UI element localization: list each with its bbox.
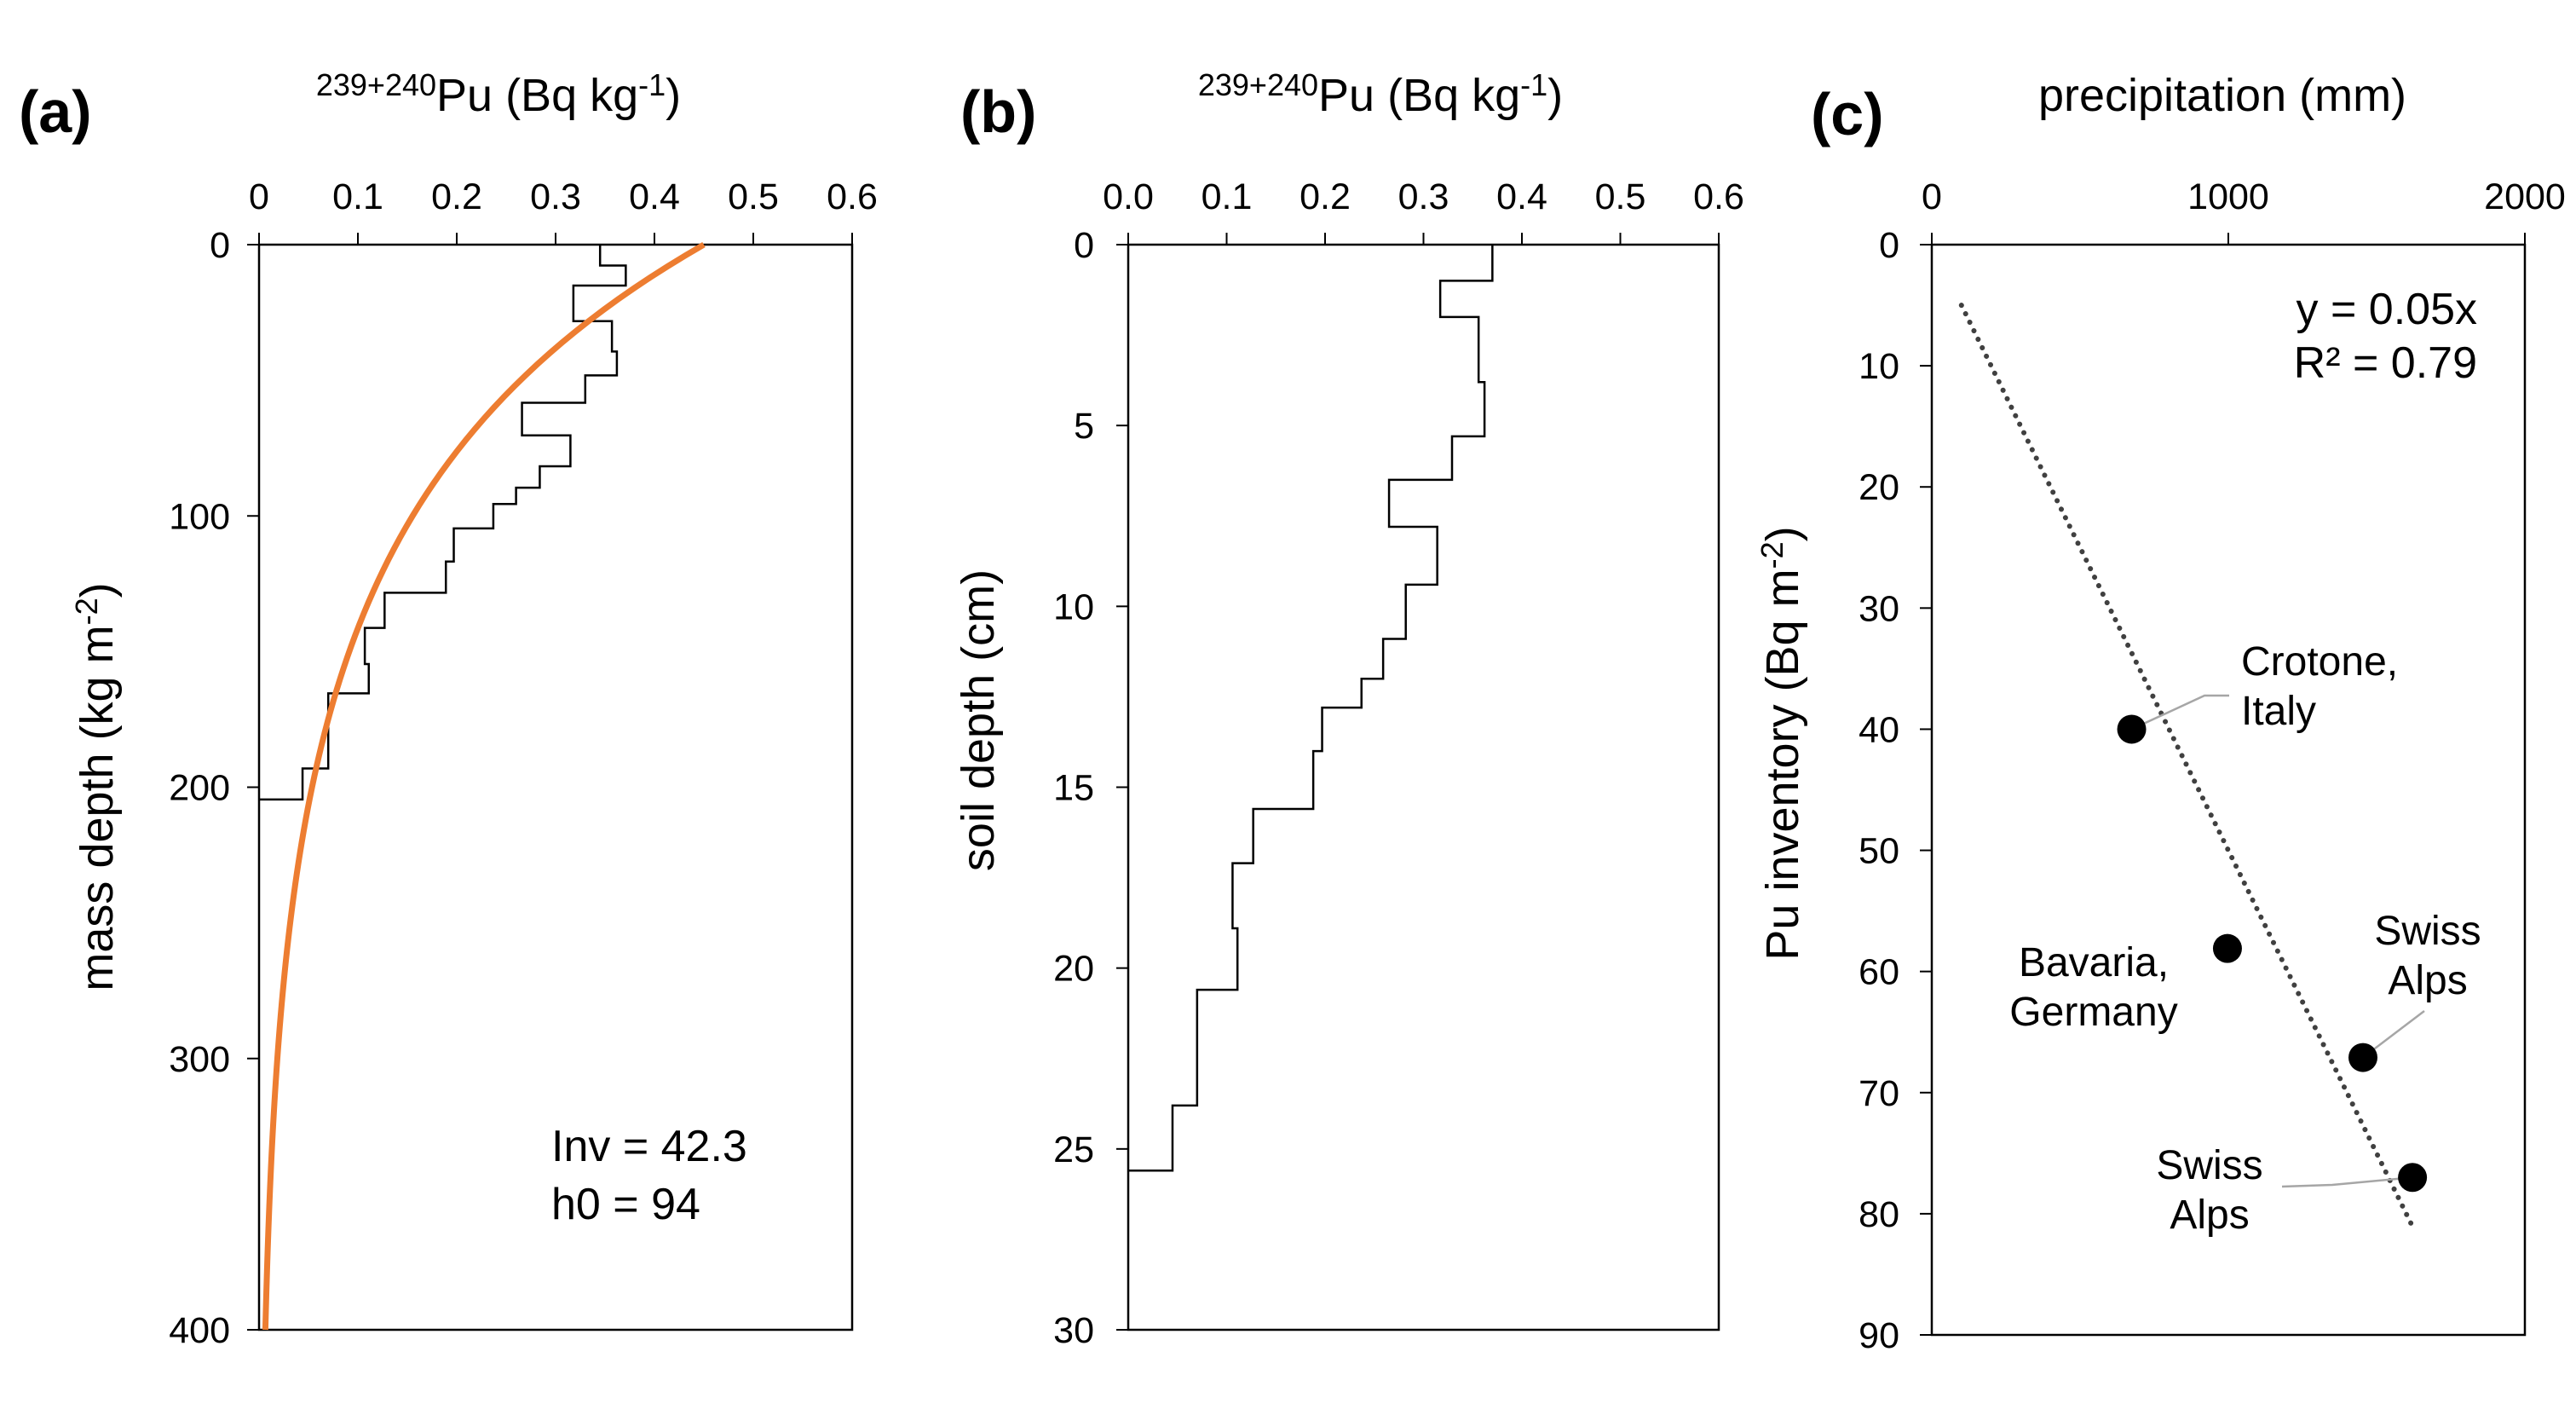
x-tick-label: 0 <box>1922 176 1942 217</box>
x-tick-label: 0.4 <box>629 176 680 217</box>
y-tick-label: 40 <box>1859 709 1899 750</box>
x-tick-label: 0.1 <box>1202 176 1253 217</box>
step-profile-line <box>259 245 627 801</box>
y-tick-label: 0 <box>1879 225 1899 266</box>
panel-c: (c) precipitation (mm) Pu inventory (Bq … <box>1755 70 2477 961</box>
panel-label-b: (b) <box>960 78 1036 145</box>
data-point-label: Germany <box>2009 990 2177 1035</box>
panel-b: (b) 239+240Pu (Bq kg-1) soil depth (cm) <box>953 67 1563 871</box>
x-axis-title-a: 239+240Pu (Bq kg-1) <box>316 67 681 121</box>
trendline-r-squared: R² = 0.79 <box>2294 338 2477 388</box>
y-tick-label: 60 <box>1859 952 1899 993</box>
y-tick-label: 300 <box>169 1039 230 1080</box>
y-tick-label: 5 <box>1074 406 1094 447</box>
y-axis-title-a: mass depth (kg m-2) <box>69 582 123 991</box>
data-point-label: Swiss <box>2374 909 2481 954</box>
data-point-label: Alps <box>2170 1193 2249 1238</box>
y-tick-label: 0 <box>1074 225 1094 266</box>
x-tick-label: 0.2 <box>1300 176 1351 217</box>
x-tick-label: 0.2 <box>431 176 482 217</box>
y-tick-label: 10 <box>1859 346 1899 387</box>
label-leader-line <box>2281 1176 2413 1188</box>
x-tick-label: 0.6 <box>827 176 878 217</box>
y-tick-label: 10 <box>1053 586 1094 627</box>
data-point-label: Crotone, <box>2241 639 2398 685</box>
data-point-label: Alps <box>2388 958 2467 1003</box>
y-tick-label: 20 <box>1053 949 1094 990</box>
y-axis-title-b: soil depth (cm) <box>953 569 1004 871</box>
panel-label-c: (c) <box>1811 81 1884 147</box>
y-tick-label: 80 <box>1859 1194 1899 1235</box>
x-tick-label: 0.3 <box>1398 176 1449 217</box>
y-tick-label: 200 <box>169 768 230 809</box>
x-axis-title-b: 239+240Pu (Bq kg-1) <box>1198 67 1563 121</box>
plot-area-c: 0 1000 2000 0 10 20 30 40 50 60 70 80 90 Crotone,Ital… <box>1859 176 2566 1356</box>
x-tick-label: 0.5 <box>1595 176 1646 217</box>
x-tick-label: 0.5 <box>728 176 779 217</box>
exponential-fit-curve <box>262 241 706 1331</box>
x-tick-label: 0.4 <box>1496 176 1547 217</box>
x-tick-label: 1000 <box>2187 176 2269 217</box>
data-point <box>2117 714 2147 744</box>
y-tick-label: 25 <box>1053 1129 1094 1170</box>
y-tick-label: 20 <box>1859 467 1899 508</box>
x-axis-title-c: precipitation (mm) <box>2038 70 2406 121</box>
y-tick-label: 70 <box>1859 1073 1899 1114</box>
y-tick-label: 30 <box>1053 1310 1094 1351</box>
y-tick-label: 15 <box>1053 768 1094 809</box>
x-tick-label: 0 <box>249 176 269 217</box>
y-tick-label: 0 <box>210 225 230 266</box>
x-tick-label: 2000 <box>2484 176 2566 217</box>
x-tick-label: 0.6 <box>1693 176 1744 217</box>
label-leader-line <box>2131 694 2229 731</box>
data-point <box>2398 1163 2428 1193</box>
data-point-label: Swiss <box>2156 1143 2262 1188</box>
data-point <box>2348 1043 2377 1072</box>
data-point-label: Bavaria, <box>2019 940 2169 985</box>
panel-label-a: (a) <box>19 78 92 145</box>
plot-area-a: 0 0.1 0.2 0.3 0.4 0.5 0.6 0 100 200 300 400 <box>169 176 878 1351</box>
annotation-h0: h0 = 94 <box>551 1180 700 1229</box>
y-tick-label: 400 <box>169 1310 230 1351</box>
trendline-equation: y = 0.05x <box>2297 285 2477 334</box>
y-axis-title-c: Pu inventory (Bq m-2) <box>1755 526 1808 960</box>
panel-a: (a) 239+240Pu (Bq kg-1) mass depth (kg m… <box>19 67 747 1229</box>
x-tick-label: 0.1 <box>332 176 383 217</box>
data-point-label: Italy <box>2241 689 2316 734</box>
x-tick-label: 0.3 <box>530 176 581 217</box>
y-tick-label: 90 <box>1859 1315 1899 1356</box>
y-tick-label: 100 <box>169 496 230 537</box>
trendline <box>1958 303 2415 1229</box>
data-point <box>2212 933 2242 963</box>
x-tick-label: 0.0 <box>1103 176 1154 217</box>
step-profile-line <box>1128 245 1494 1172</box>
y-tick-label: 30 <box>1859 588 1899 629</box>
y-tick-label: 50 <box>1859 831 1899 872</box>
annotation-inventory: Inv = 42.3 <box>551 1122 747 1171</box>
plot-area-b: 0.0 0.1 0.2 0.3 0.4 0.5 0.6 0 5 10 15 20 25 30 <box>1053 176 1744 1351</box>
